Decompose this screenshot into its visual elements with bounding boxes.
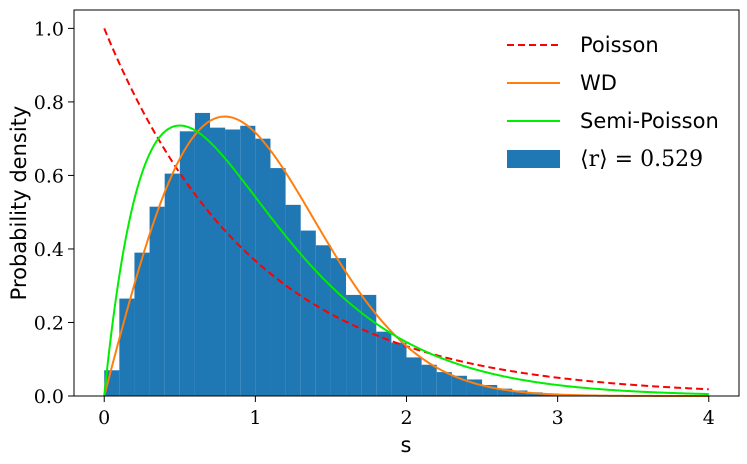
histogram-bar	[346, 294, 362, 396]
legend: Poisson WD Semi-Poisson ⟨r⟩ = 0.529	[507, 33, 719, 172]
legend-label-semi-poisson: Semi-Poisson	[580, 109, 719, 133]
x-axis-label: s	[401, 433, 412, 457]
histogram-bar	[482, 384, 498, 396]
y-axis-label: Probability density	[7, 106, 31, 301]
legend-label-wd: WD	[580, 71, 617, 95]
x-tick-label: 2	[400, 407, 412, 429]
histogram-bar	[512, 390, 528, 396]
histogram-bar	[421, 364, 437, 396]
histogram-bar	[225, 129, 241, 397]
x-tick-label: 3	[552, 407, 564, 429]
y-tick-label: 0.6	[34, 165, 64, 187]
histogram-bar	[330, 258, 347, 396]
histogram-bar	[104, 370, 120, 396]
series-line-semi-poisson	[103, 124, 709, 397]
histogram-bar	[149, 206, 165, 396]
x-axis-ticks: 0 1 2 3 4	[98, 396, 715, 429]
histogram-bar	[391, 342, 407, 396]
legend-label-poisson: Poisson	[580, 33, 659, 57]
histogram-bar	[406, 357, 422, 396]
legend-swatch-histogram	[507, 150, 560, 168]
histogram-bar	[436, 372, 452, 396]
y-tick-label: 0.8	[34, 92, 64, 114]
x-tick-label: 0	[98, 407, 110, 429]
histogram-bar	[376, 331, 392, 396]
y-tick-label: 1.0	[34, 18, 64, 40]
histogram-bar	[270, 168, 286, 396]
histogram-bar	[315, 245, 331, 396]
histogram-bar	[285, 204, 301, 396]
y-tick-label: 0.0	[34, 386, 64, 408]
legend-label-histogram: ⟨r⟩ = 0.529	[580, 147, 703, 172]
histogram-bar	[134, 252, 150, 396]
x-tick-label: 4	[703, 407, 715, 429]
y-tick-label: 0.2	[34, 312, 64, 334]
histogram-bar	[194, 112, 211, 397]
histogram-bar	[179, 131, 195, 396]
histogram-bar	[210, 127, 226, 396]
histogram-bar	[164, 173, 180, 396]
y-axis-ticks: 0.0 0.2 0.4 0.6 0.8 1.0	[34, 18, 74, 408]
histogram-bar	[451, 375, 467, 396]
histogram-bars	[104, 112, 709, 397]
histogram-bar	[497, 388, 513, 396]
histogram-bar	[240, 125, 256, 397]
histogram-bar	[300, 230, 316, 396]
y-tick-label: 0.4	[34, 239, 64, 261]
x-tick-label: 1	[249, 407, 261, 429]
